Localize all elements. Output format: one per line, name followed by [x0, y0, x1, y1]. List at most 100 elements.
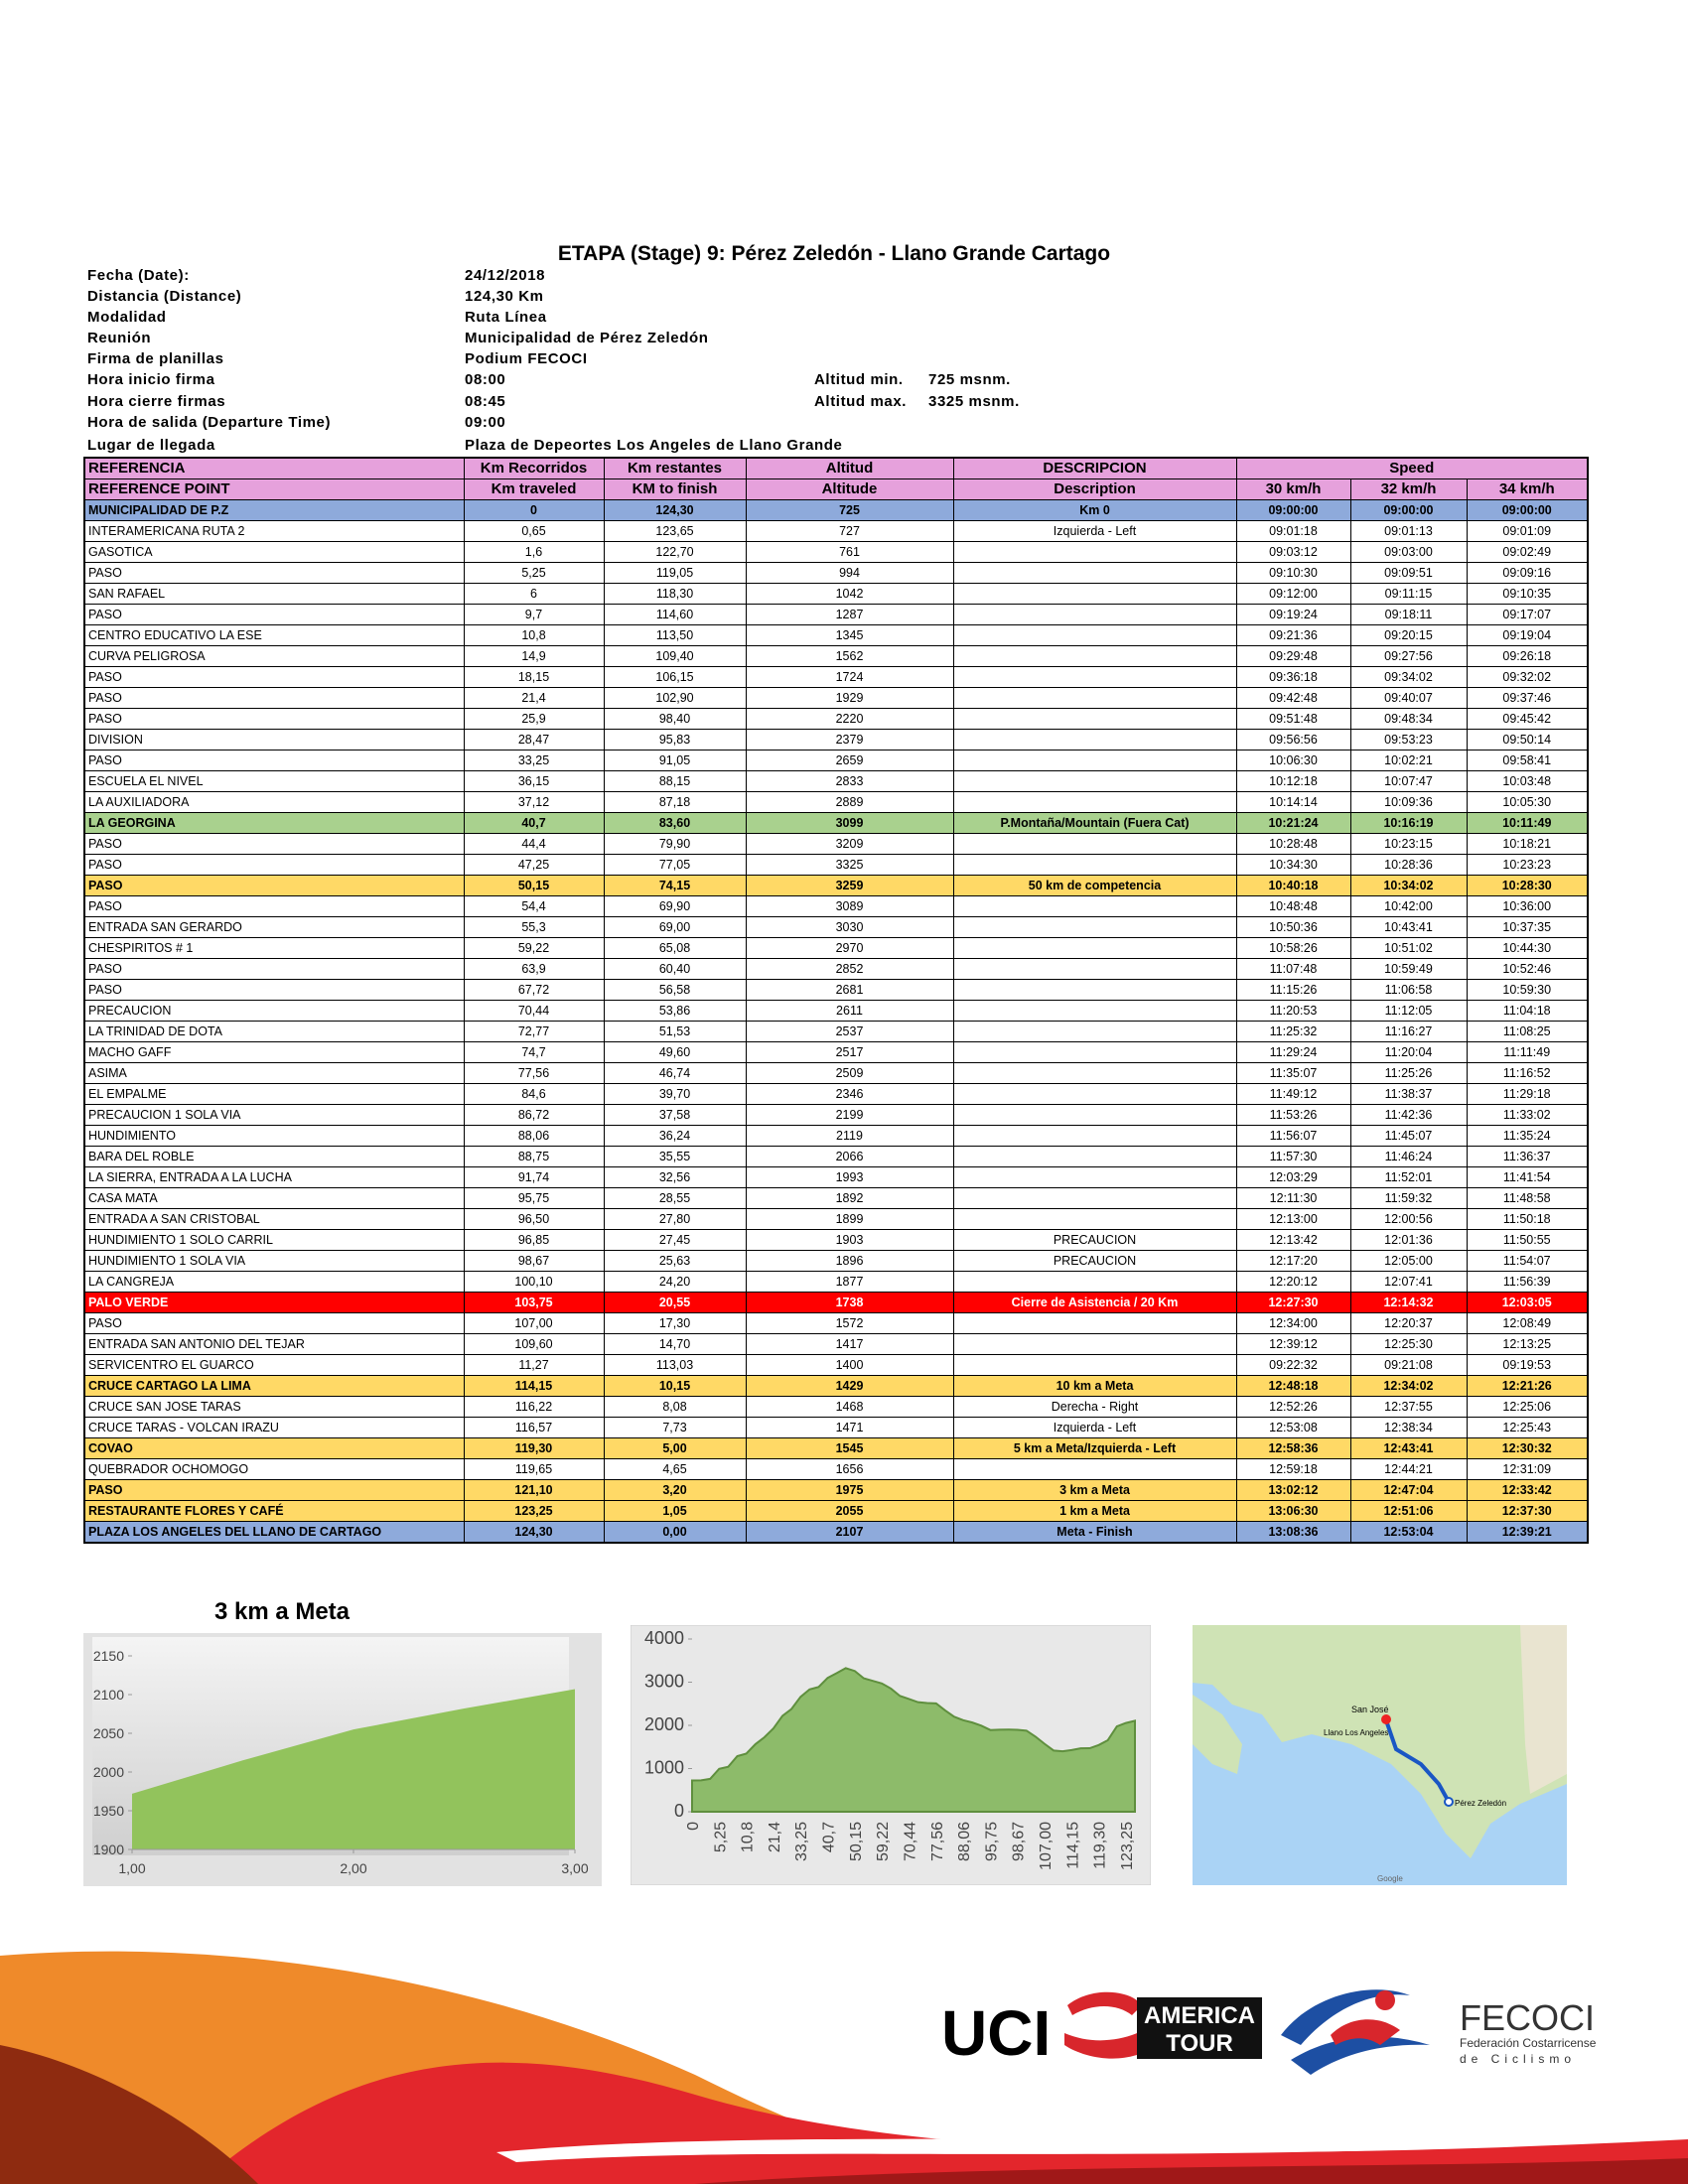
table-cell: 2346 [745, 1083, 954, 1105]
table-row: LA SIERRA, ENTRADA A LA LUCHA 91,74 32,56 1… [83, 1166, 1589, 1188]
table-cell: 5,25 [463, 562, 605, 584]
table-cell [952, 708, 1237, 730]
table-cell: 10:34:30 [1235, 854, 1351, 876]
table-cell: 11:48:58 [1466, 1187, 1589, 1209]
table-cell [952, 1000, 1237, 1022]
table-cell [952, 833, 1237, 855]
table-cell: 09:45:42 [1466, 708, 1589, 730]
table-cell: 2659 [745, 750, 954, 771]
table-cell: 10:28:48 [1235, 833, 1351, 855]
table-cell [952, 1354, 1237, 1376]
table-cell: 116,22 [463, 1396, 605, 1418]
table-cell: 12:39:12 [1235, 1333, 1351, 1355]
table-cell: 2681 [745, 979, 954, 1001]
table-cell: CHESPIRITOS # 1 [83, 937, 465, 959]
table-cell: 88,06 [463, 1125, 605, 1147]
y-tick-label: 2150 [93, 1648, 124, 1664]
table-cell: 12:07:41 [1349, 1271, 1468, 1293]
table-cell: CRUCE SAN JOSE TARAS [83, 1396, 465, 1418]
table-cell: 09:19:04 [1466, 624, 1589, 646]
table-cell: 09:27:56 [1349, 645, 1468, 667]
table-cell: 50,15 [463, 875, 605, 896]
table-cell [952, 1062, 1237, 1084]
table-cell: 116,57 [463, 1417, 605, 1438]
table-cell: 3 km a Meta [952, 1479, 1237, 1501]
land [1193, 1625, 1567, 1858]
table-cell: 2509 [745, 1062, 954, 1084]
table-cell: 114,60 [603, 604, 747, 625]
x-tick-label: 5,25 [712, 1822, 729, 1852]
table-cell: 109,40 [603, 645, 747, 667]
table-cell: LA TRINIDAD DE DOTA [83, 1021, 465, 1042]
info-label: Fecha (Date): [87, 267, 190, 284]
x-tick-label: 114,15 [1064, 1822, 1081, 1869]
table-cell: 1471 [745, 1417, 954, 1438]
fecoci-rider [1375, 1990, 1395, 2010]
table-cell: 11:35:24 [1466, 1125, 1589, 1147]
table-cell: 10:02:21 [1349, 750, 1468, 771]
table-cell: 12:01:36 [1349, 1229, 1468, 1251]
table-cell: 09:18:11 [1349, 604, 1468, 625]
page-title: ETAPA (Stage) 9: Pérez Zeledón - Llano G… [557, 242, 1111, 265]
table-cell: 11:52:01 [1349, 1166, 1468, 1188]
table-cell: 25,63 [603, 1250, 747, 1272]
table-cell: 46,74 [603, 1062, 747, 1084]
table-cell: 1562 [745, 645, 954, 667]
table-cell: 1903 [745, 1229, 954, 1251]
table-cell: 12:33:42 [1466, 1479, 1589, 1501]
table-cell: 10:34:02 [1349, 875, 1468, 896]
table-cell: ASIMA [83, 1062, 465, 1084]
table-cell: 11:46:24 [1349, 1146, 1468, 1167]
table-cell [952, 1271, 1237, 1293]
table-cell: 2055 [745, 1500, 954, 1522]
table-cell: PRECAUCION [83, 1000, 465, 1022]
table-cell: 12:37:30 [1466, 1500, 1589, 1522]
table-cell: 09:48:34 [1349, 708, 1468, 730]
table-row: SAN RAFAEL 6 118,30 1042 09:12:00 09:11:15 09:… [83, 583, 1589, 605]
table-cell: 09:50:14 [1466, 729, 1589, 751]
y-tick-label: 2050 [93, 1725, 124, 1741]
table-cell: 09:03:12 [1235, 541, 1351, 563]
table-cell: 09:26:18 [1466, 645, 1589, 667]
table-cell: 107,00 [463, 1312, 605, 1334]
table-cell: PASO [83, 604, 465, 625]
table-cell [952, 937, 1237, 959]
table-cell: 10:28:36 [1349, 854, 1468, 876]
y-tick-label: 2000 [644, 1714, 684, 1734]
table-cell: 27,45 [603, 1229, 747, 1251]
table-cell: 60,40 [603, 958, 747, 980]
header-cell: DESCRIPCION [952, 457, 1237, 479]
x-tick-label: 107,00 [1038, 1822, 1055, 1870]
table-row: PASO 67,72 56,58 2681 11:15:26 11:06:58 10:59:… [83, 979, 1589, 1001]
table-row: EL EMPALME 84,6 39,70 2346 11:49:12 11:38:37 1… [83, 1083, 1589, 1105]
table-cell: 11:15:26 [1235, 979, 1351, 1001]
table-cell: 10:05:30 [1466, 791, 1589, 813]
table-row: PRECAUCION 70,44 53,86 2611 11:20:53 11:12:05… [83, 1000, 1589, 1022]
table-cell [952, 1146, 1237, 1167]
table-row: COVAO 119,30 5,00 1545 5 km a Meta/Izquierda… [83, 1437, 1589, 1459]
table-row: PASO 9,7 114,60 1287 09:19:24 09:18:11 09:17:0… [83, 604, 1589, 625]
table-cell: 96,85 [463, 1229, 605, 1251]
table-cell: 12:13:00 [1235, 1208, 1351, 1230]
table-cell [952, 562, 1237, 584]
table-cell: SERVICENTRO EL GUARCO [83, 1354, 465, 1376]
y-tick-label: 1000 [644, 1758, 684, 1778]
table-cell: 11:33:02 [1466, 1104, 1589, 1126]
table-cell: 14,70 [603, 1333, 747, 1355]
table-cell: 09:37:46 [1466, 687, 1589, 709]
table-cell: 2537 [745, 1021, 954, 1042]
table-cell: 09:01:09 [1466, 520, 1589, 542]
table-cell: 10:21:24 [1235, 812, 1351, 834]
info-label: Firma de planillas [87, 350, 224, 367]
table-cell [952, 1041, 1237, 1063]
table-row: ASIMA 77,56 46,74 2509 11:35:07 11:25:26 11:16… [83, 1062, 1589, 1084]
table-cell: 10:43:41 [1349, 916, 1468, 938]
table-cell: 11:29:18 [1466, 1083, 1589, 1105]
table-cell: 09:21:08 [1349, 1354, 1468, 1376]
table-cell: 95,83 [603, 729, 747, 751]
table-cell: 09:17:07 [1466, 604, 1589, 625]
table-row: ESCUELA EL NIVEL 36,15 88,15 2833 10:12:18 10… [83, 770, 1589, 792]
table-row: PALO VERDE 103,75 20,55 1738 Cierre de Asist… [83, 1292, 1589, 1313]
y-tick-label: 1950 [93, 1803, 124, 1819]
